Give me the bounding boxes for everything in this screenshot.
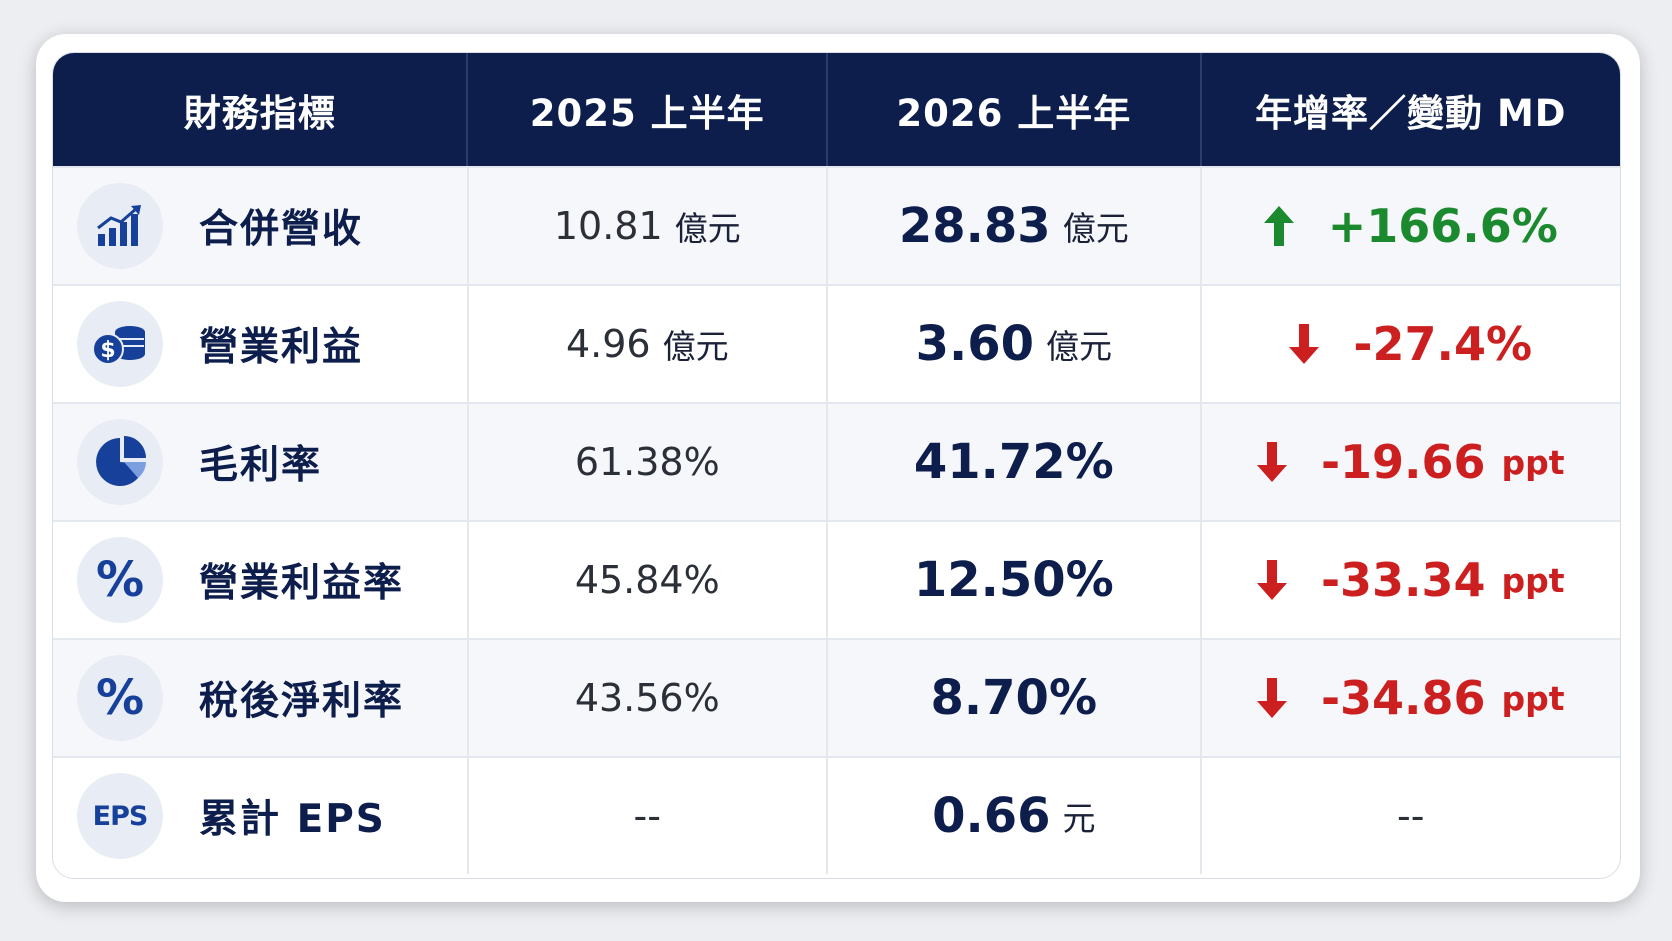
value-2025: 10.81 億元 xyxy=(469,168,829,284)
value-2026-number: 3.60 xyxy=(915,316,1034,372)
arrow-down-icon xyxy=(1256,442,1287,482)
change-cell: -27.4% xyxy=(1202,286,1620,402)
value-2026: 3.60 億元 xyxy=(828,286,1202,402)
metric-cell: EPS 累計 EPS xyxy=(53,758,469,874)
arrow-down-icon xyxy=(1256,560,1287,600)
change-unit: ppt xyxy=(1501,678,1565,718)
value-2025-number: 45.84% xyxy=(574,558,720,602)
metric-label: 累計 EPS xyxy=(199,797,386,842)
metric-label: 稅後淨利率 xyxy=(199,679,405,724)
eps-icon-text: EPS xyxy=(92,800,149,832)
table-row: 合併營收 10.81 億元 28.83 億元 +166.6% xyxy=(53,166,1620,284)
value-2026: 41.72% xyxy=(828,404,1202,520)
value-2026-number: 0.66 xyxy=(932,788,1051,844)
value-2026-number: 8.70% xyxy=(930,670,1098,726)
metric-cell: 毛利率 xyxy=(53,404,469,520)
value-2026-unit: 億元 xyxy=(1046,327,1112,366)
table-row: 毛利率 61.38% 41.72% -19.66 ppt xyxy=(53,402,1620,520)
value-2025: 45.84% xyxy=(469,522,829,638)
change-cell: +166.6% xyxy=(1202,168,1620,284)
table-row: % 營業利益率 45.84% 12.50% -33.34 ppt xyxy=(53,520,1620,638)
value-2025: -- xyxy=(469,758,829,874)
table-body: 合併營收 10.81 億元 28.83 億元 +166.6% xyxy=(53,166,1620,874)
metric-label: 營業利益率 xyxy=(199,561,405,606)
change-value: -27.4% xyxy=(1353,317,1533,371)
change-value: -19.66 xyxy=(1320,435,1486,489)
value-2025: 43.56% xyxy=(469,640,829,756)
value-2025: 61.38% xyxy=(469,404,829,520)
arrow-down-icon xyxy=(1289,324,1320,364)
percent-icon: % xyxy=(77,537,163,623)
header-2025: 2025 上半年 xyxy=(468,53,829,166)
change-cell: -34.86 ppt xyxy=(1202,640,1620,756)
table-row: % 稅後淨利率 43.56% 8.70% -34.86 ppt xyxy=(53,638,1620,756)
value-2026: 28.83 億元 xyxy=(828,168,1202,284)
value-2026: 12.50% xyxy=(828,522,1202,638)
value-2026-unit: 億元 xyxy=(1062,209,1129,248)
change-value: -33.34 xyxy=(1320,553,1486,607)
header-metric: 財務指標 xyxy=(53,53,469,166)
value-2026: 8.70% xyxy=(828,640,1202,756)
metric-label: 合併營收 xyxy=(199,207,364,252)
value-2025-number: -- xyxy=(633,794,661,838)
percent-icon-glyph: % xyxy=(95,552,145,608)
change-value: -- xyxy=(1397,794,1425,838)
bar-chart-growth-icon xyxy=(77,183,163,269)
percent-icon-glyph: % xyxy=(95,670,145,726)
metric-label: 營業利益 xyxy=(199,325,364,370)
change-cell: -33.34 ppt xyxy=(1202,522,1620,638)
value-2026-unit: 元 xyxy=(1062,799,1096,838)
table-row: $ 營業利益 4.96 億元 3.60 億元 -27.4% xyxy=(53,284,1620,402)
change-cell: -19.66 ppt xyxy=(1202,404,1620,520)
value-2025-number: 4.96 xyxy=(565,322,651,366)
value-2025: 4.96 億元 xyxy=(469,286,829,402)
value-2025-unit: 億元 xyxy=(662,327,729,366)
pie-chart-icon xyxy=(77,419,163,505)
metric-cell: % 營業利益率 xyxy=(53,522,469,638)
metric-cell: $ 營業利益 xyxy=(53,286,469,402)
arrow-down-icon xyxy=(1256,678,1287,718)
value-2026-number: 41.72% xyxy=(913,434,1114,490)
percent-icon: % xyxy=(77,655,163,741)
change-unit: ppt xyxy=(1501,442,1565,482)
value-2026-number: 12.50% xyxy=(913,552,1114,608)
value-2026-number: 28.83 xyxy=(898,198,1051,254)
eps-icon: EPS xyxy=(77,773,163,859)
financial-table: 財務指標 2025 上半年 2026 上半年 年增率／變動 MD 合併營收 xyxy=(52,52,1621,879)
value-2025-number: 61.38% xyxy=(574,440,720,484)
value-2026: 0.66 元 xyxy=(828,758,1202,874)
coins-dollar-icon: $ xyxy=(77,301,163,387)
change-value: +166.6% xyxy=(1327,199,1558,253)
metric-cell: % 稅後淨利率 xyxy=(53,640,469,756)
header-2026: 2026 上半年 xyxy=(828,53,1202,166)
value-2025-number: 43.56% xyxy=(574,676,720,720)
change-cell: -- xyxy=(1202,758,1620,874)
arrow-up-icon xyxy=(1263,206,1294,246)
header-change: 年增率／變動 MD xyxy=(1255,91,1567,135)
value-2025-number: 10.81 xyxy=(553,204,663,248)
table-header: 財務指標 2025 上半年 2026 上半年 年增率／變動 MD xyxy=(53,53,1620,166)
metric-label: 毛利率 xyxy=(199,443,323,488)
value-2025-unit: 億元 xyxy=(674,209,741,248)
metric-cell: 合併營收 xyxy=(53,168,469,284)
svg-text:$: $ xyxy=(100,338,115,363)
table-row: EPS 累計 EPS -- 0.66 元 -- xyxy=(53,756,1620,874)
change-unit: ppt xyxy=(1501,560,1565,600)
change-value: -34.86 xyxy=(1320,671,1486,725)
